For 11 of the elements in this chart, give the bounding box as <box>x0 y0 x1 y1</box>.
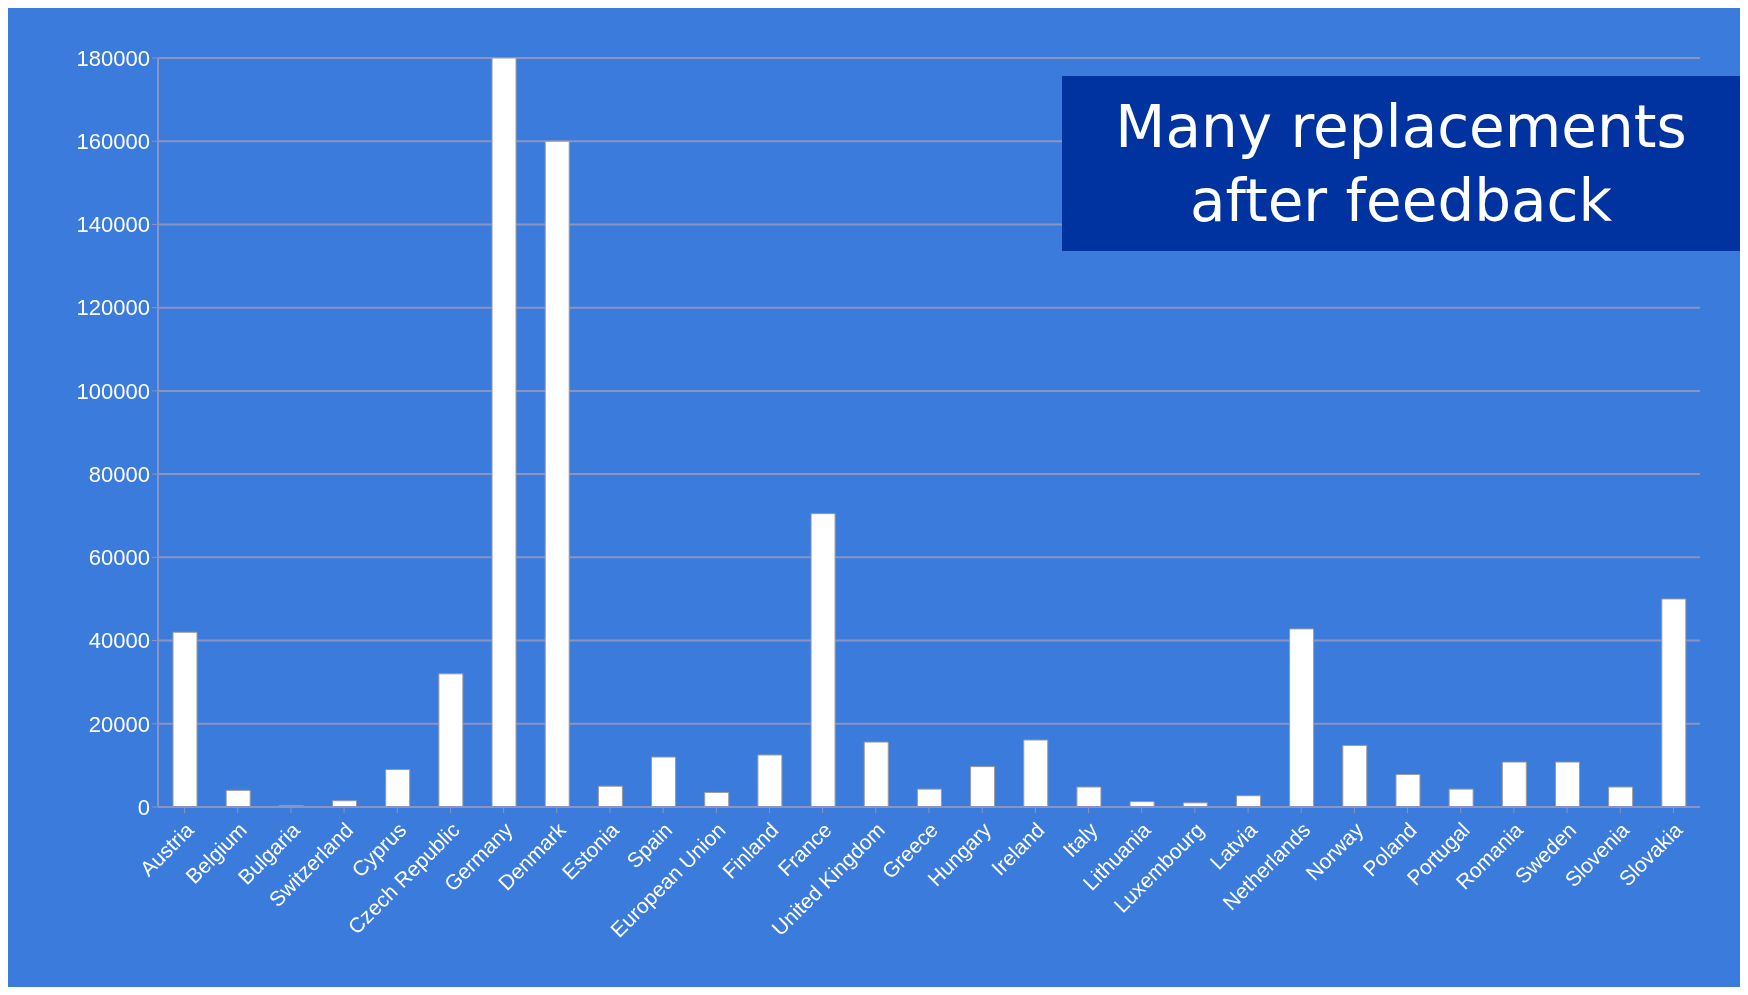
y-tick-label: 120000 <box>76 295 150 321</box>
y-tick-label: 160000 <box>76 129 150 155</box>
y-tick-label: 100000 <box>76 378 150 404</box>
y-tick-label: 80000 <box>88 461 150 487</box>
y-tick-label: 40000 <box>88 628 150 654</box>
y-tick-label: 180000 <box>76 45 150 71</box>
y-tick-label: 20000 <box>88 711 150 737</box>
y-tick-label: 0 <box>137 794 150 820</box>
text: Many replacements after feedback <box>1062 76 1740 251</box>
y-tick-label: 60000 <box>88 545 150 571</box>
y-tick-label: 140000 <box>76 212 150 238</box>
